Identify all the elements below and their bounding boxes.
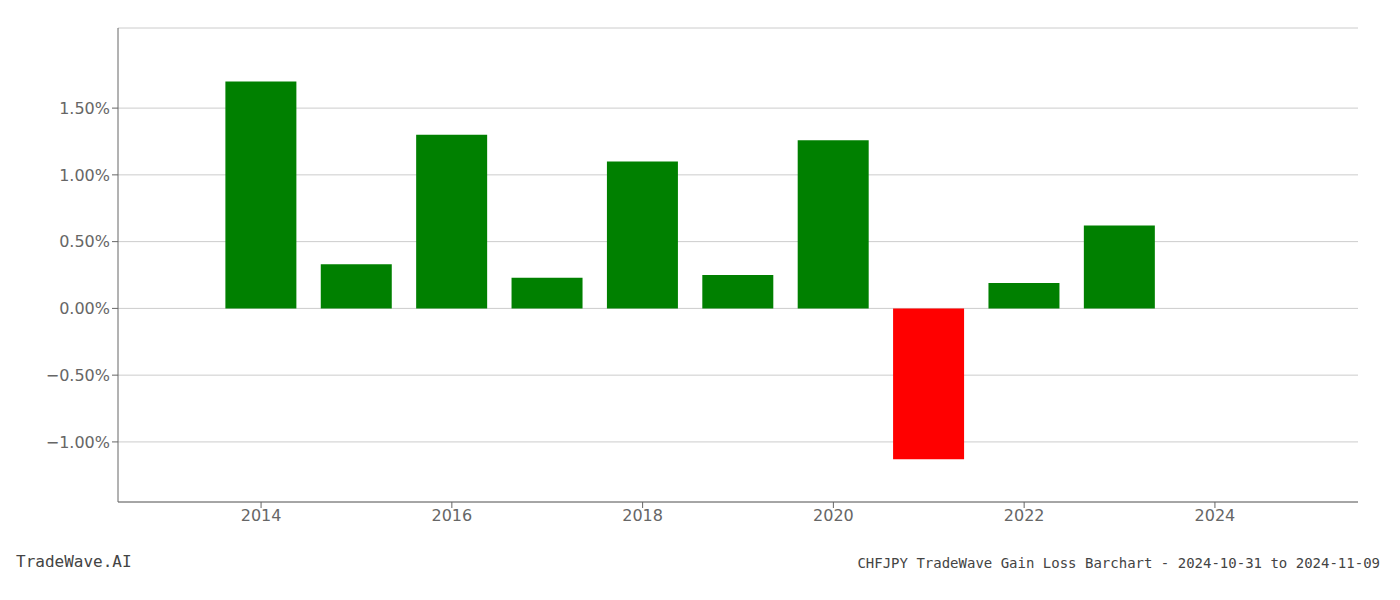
svg-text:−0.50%: −0.50% [46,366,110,385]
svg-text:−1.00%: −1.00% [46,433,110,452]
svg-text:2016: 2016 [431,506,472,525]
html-text:TradeWave.AI: TradeWave.AI [16,552,132,571]
svg-text:1.00%: 1.00% [59,166,110,185]
svg-text:1.50%: 1.50% [59,99,110,118]
svg-text:2022: 2022 [1004,506,1045,525]
svg-text:0.50%: 0.50% [59,232,110,251]
svg-text:2018: 2018 [622,506,663,525]
svg-text:2024: 2024 [1195,506,1236,525]
svg-text:2020: 2020 [813,506,854,525]
svg-text:0.00%: 0.00% [59,299,110,318]
svg-text:2014: 2014 [241,506,282,525]
html-text:CHFJPY TradeWave Gain Loss Bar: CHFJPY TradeWave Gain Loss Barchart - 20… [857,555,1380,571]
